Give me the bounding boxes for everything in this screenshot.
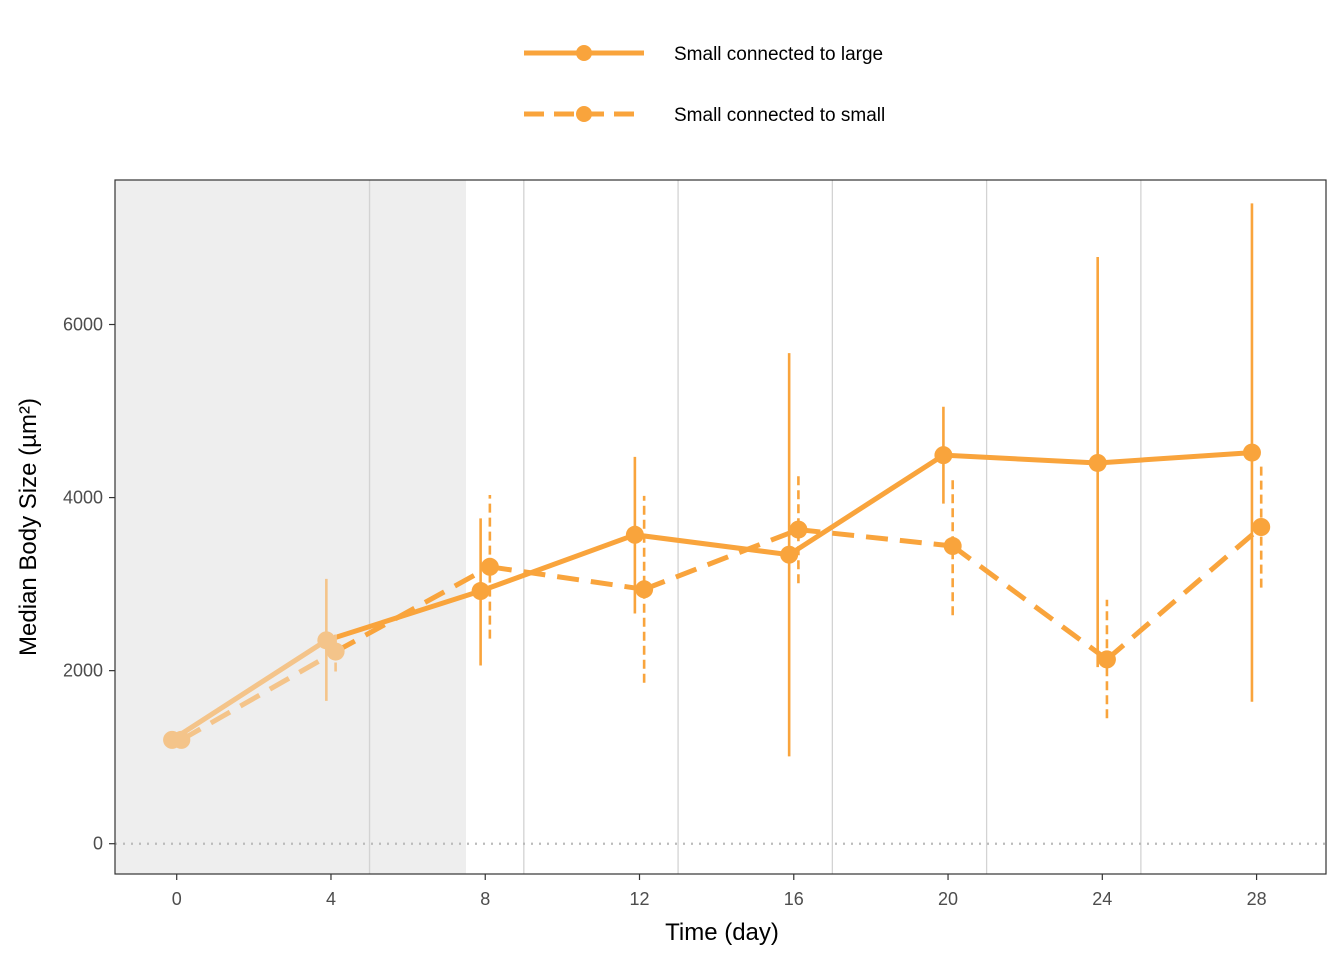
x-tick-label: 8	[480, 889, 490, 909]
x-tick-label: 16	[784, 889, 804, 909]
legend-label-solid: Small connected to large	[674, 44, 883, 65]
series-dashed	[172, 466, 1271, 749]
data-point	[1097, 650, 1116, 669]
shaded-region	[115, 180, 466, 874]
data-point	[789, 520, 808, 539]
data-point	[326, 642, 345, 661]
y-tick-label: 4000	[63, 488, 103, 508]
data-point	[625, 525, 644, 544]
data-point	[480, 557, 499, 576]
y-tick-label: 6000	[63, 315, 103, 335]
data-point	[934, 446, 953, 465]
series-line-segment	[643, 527, 800, 592]
data-point	[1242, 443, 1261, 462]
x-tick-label: 28	[1247, 889, 1267, 909]
series-line-segment	[170, 638, 328, 742]
legend-marker-solid	[576, 45, 592, 61]
data-point	[1252, 518, 1271, 536]
x-tick-label: 20	[938, 889, 958, 909]
x-tick-label: 0	[172, 889, 182, 909]
data-point	[172, 730, 191, 749]
x-tick-label: 12	[629, 889, 649, 909]
x-tick-label: 24	[1092, 889, 1112, 909]
series-line-segment	[334, 564, 492, 654]
panel-border	[114, 179, 1327, 875]
data-point	[943, 537, 962, 556]
series-line-segment	[943, 452, 1098, 466]
y-tick-label: 2000	[63, 661, 103, 681]
x-tick-label: 4	[326, 889, 336, 909]
series-line-segment	[489, 564, 645, 592]
data-point	[471, 582, 490, 601]
data-point	[635, 580, 654, 599]
series-line-segment	[1097, 450, 1253, 466]
x-axis: 0 4 8 12 16 20 24 28	[172, 874, 1267, 909]
x-axis-title: Time (day)	[665, 919, 779, 946]
data-point	[780, 545, 799, 564]
series-line-segment	[180, 649, 337, 743]
series-line-segment	[787, 453, 945, 557]
y-axis: 0 2000 4000 6000	[63, 315, 115, 854]
data-point	[1088, 453, 1107, 472]
series-line-segment	[798, 527, 953, 549]
series-layer	[163, 203, 1271, 757]
legend-label-dashed: Small connected to small	[674, 105, 885, 126]
series-line-segment	[634, 532, 790, 558]
y-tick-label: 0	[93, 834, 103, 854]
series-solid	[163, 203, 1261, 757]
legend: Small connected to large Small connected…	[524, 44, 885, 126]
legend-marker-dashed	[576, 106, 592, 122]
series-line-segment	[479, 532, 636, 594]
y-axis-title: Median Body Size (µm²)	[15, 398, 42, 656]
plot-background	[115, 180, 1326, 874]
